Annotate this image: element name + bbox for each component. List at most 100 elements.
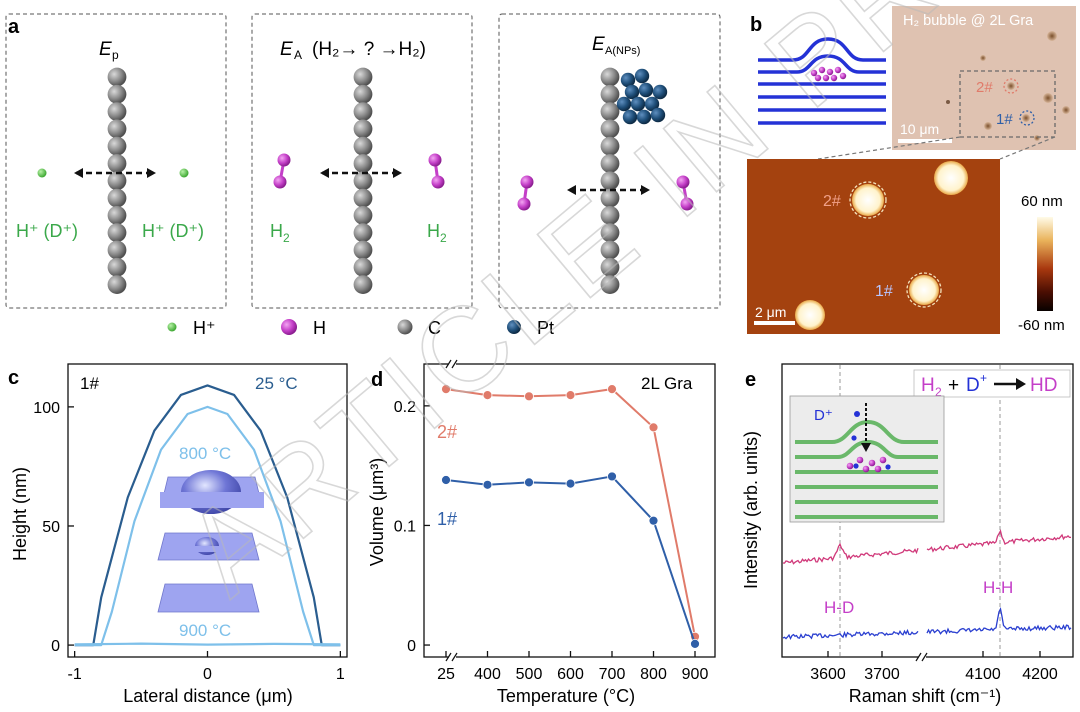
carbon-atom [600,84,620,104]
plot-c-tag: 1# [80,374,99,393]
carbon-atom [107,188,127,208]
volume-line-1 [445,475,696,645]
carbon-atom [600,240,620,260]
xtick-label-d: 900 [682,666,709,683]
panel-a-label: a [8,16,20,38]
xtick-label-c: 0 [203,666,212,683]
deuterium-inset: D⁺ [789,395,945,523]
box1-title: E [99,39,112,60]
plot-e-ylabel: Intensity (arb. units) [741,431,761,589]
box2-rest: (H₂→ ? →H₂) [312,39,426,60]
optical-image: H₂ bubble @ 2L Gra 2# 1# 10 μm [892,6,1076,150]
xtick-label-d: 800 [640,666,667,683]
carbon-atom [353,136,373,156]
peak-label-hh: H-H [983,578,1013,597]
xtick-label-d: 500 [516,666,543,683]
plot-e-xlabel: Raman shift (cm⁻¹) [849,686,1002,706]
carbon-atom [353,240,373,260]
pt-atom [620,72,636,88]
carbon-atom [353,275,373,294]
legend-hplus-icon [167,322,177,332]
pt-atom [652,84,668,100]
ytick-label-c: 0 [51,638,60,655]
peak-label-hd: H-D [824,598,854,617]
panel-c: c 1# 25 °C 800 °C 900 °C 0 50 100 -1 0 1 Heig… [8,363,348,706]
panel-a: a E p H⁺ (D⁺) H⁺ (D⁺) E A (H₂→ ? →H₂) H … [5,13,721,338]
arrowheads-2 [320,168,402,178]
panel-c-label: c [8,367,19,389]
box3-title: E [592,34,605,55]
volume-point [607,384,617,395]
optical-title: H₂ bubble @ 2L Gra [903,13,1034,29]
ytick-label-c: 50 [42,519,60,536]
atom-legend: H⁺ H C Pt [167,318,554,338]
xtick-label-e: 4200 [1022,666,1058,683]
ytick-label-c: 100 [33,400,60,417]
pt-nanoparticle-cluster [616,68,668,125]
carbon-atom [600,154,620,173]
xtick-label-d: 600 [557,666,584,683]
volume-point [565,478,576,489]
height-line-2 [74,642,341,646]
panel-e-label: e [745,369,756,391]
carbon-atom [353,67,373,87]
axis-break-top [449,361,456,367]
carbon-chain-3 [600,67,620,294]
reaction-plus: + [948,375,959,396]
h2-label-left-sub: 2 [283,231,290,245]
carbon-atom [600,257,620,277]
box2-sub: A [294,48,302,62]
carbon-atom [600,67,620,87]
colorbar-max: 60 nm [1021,193,1063,210]
carbon-atom [107,275,127,294]
ytick-label-d: 0.1 [394,518,416,535]
carbon-atom [107,171,127,191]
pt-atom [650,107,666,123]
xtick-label-d: 700 [599,666,626,683]
volume-point [690,638,700,649]
afm-scale: 2 μm [755,304,786,320]
box3-sub: A(NPs) [605,45,640,57]
legend-25c: 25 °C [255,374,298,393]
carbon-atom [107,223,127,243]
axes-e: 3600 3700 4100 4200 [810,651,1058,683]
plot-c-xlabel: Lateral distance (μm) [123,686,292,706]
carbon-atom [353,206,373,225]
axis-break-bottom [449,654,456,660]
height-line-1 [74,405,341,647]
height-profile-lines [74,384,341,647]
h2-molecule-left [273,153,291,189]
xtick-label-e: 4100 [965,666,1001,683]
carbon-atom [107,67,127,87]
xtick-label-c: -1 [68,666,82,683]
carbon-atom [107,257,127,277]
pt-atom [644,96,660,112]
carbon-atom [353,171,373,191]
legend-900c: 900 °C [179,621,231,640]
h2-label-left: H [270,221,283,241]
afm-marker-2: 2# [823,193,841,210]
colorbar [1037,217,1053,311]
volume-point [565,390,576,400]
carbon-atom [353,102,373,121]
h2-molecule-right-3 [676,175,694,211]
reaction-h2: H [921,375,935,396]
carbon-atom [600,171,620,191]
panel-b-label: b [750,14,762,36]
carbon-atom [600,275,620,294]
pt-atom [636,109,652,125]
box-ep [5,13,227,309]
inset-d-label: D⁺ [814,407,833,424]
reaction-d: D [966,375,980,396]
carbon-atom [600,206,620,225]
legend-c-icon [397,319,413,335]
h2-label-right-sub: 2 [440,231,447,245]
panel-b: b H₂ bubble @ 2L Gra [747,6,1076,334]
box-ea-nps [498,13,721,309]
ytick-label-d: 0.2 [394,399,416,416]
h-plus-left [37,168,47,178]
h2-molecule-left-3 [517,175,534,211]
panel-e: e H 2 + D + HD [741,363,1074,706]
xtick-label-d: 400 [474,666,501,683]
pt-atom [616,96,632,112]
